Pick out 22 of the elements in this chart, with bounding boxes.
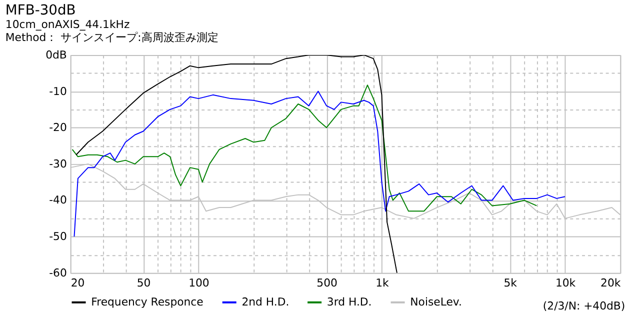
legend-label: Frequency Responce: [91, 295, 204, 308]
x-tick-label: 20: [70, 276, 85, 290]
y-tick-label: -10: [49, 84, 67, 98]
x-tick-label: 20k: [600, 276, 622, 290]
x-tick-label: 1k: [376, 276, 390, 290]
x-tick-label: 50: [136, 276, 151, 290]
x-tick-label: 500: [316, 276, 338, 290]
y-tick-label: -40: [49, 194, 67, 207]
y-tick-label: -30: [49, 157, 67, 170]
x-tick-label: 100: [188, 276, 210, 290]
text: (2/3/N: +40dB): [542, 300, 626, 313]
legend-label: 2nd H.D.: [242, 295, 290, 308]
legend-label: 3rd H.D.: [326, 295, 372, 308]
legend-label: NoiseLev.: [410, 295, 462, 308]
y-tick-label: -50: [49, 230, 67, 244]
chart-title: MFB-30dB: [5, 2, 76, 18]
y-tick-label: -60: [49, 266, 67, 280]
x-tick-label: 5k: [504, 276, 518, 290]
chart-subtitle: 10cm_onAXIS_44.1kHz Method： サインスイープ:高周波歪み測定: [5, 18, 218, 44]
y-tick-label: 0dB: [46, 48, 67, 62]
y-tick-label: -20: [49, 121, 67, 134]
x-tick-label: 10k: [555, 276, 576, 290]
